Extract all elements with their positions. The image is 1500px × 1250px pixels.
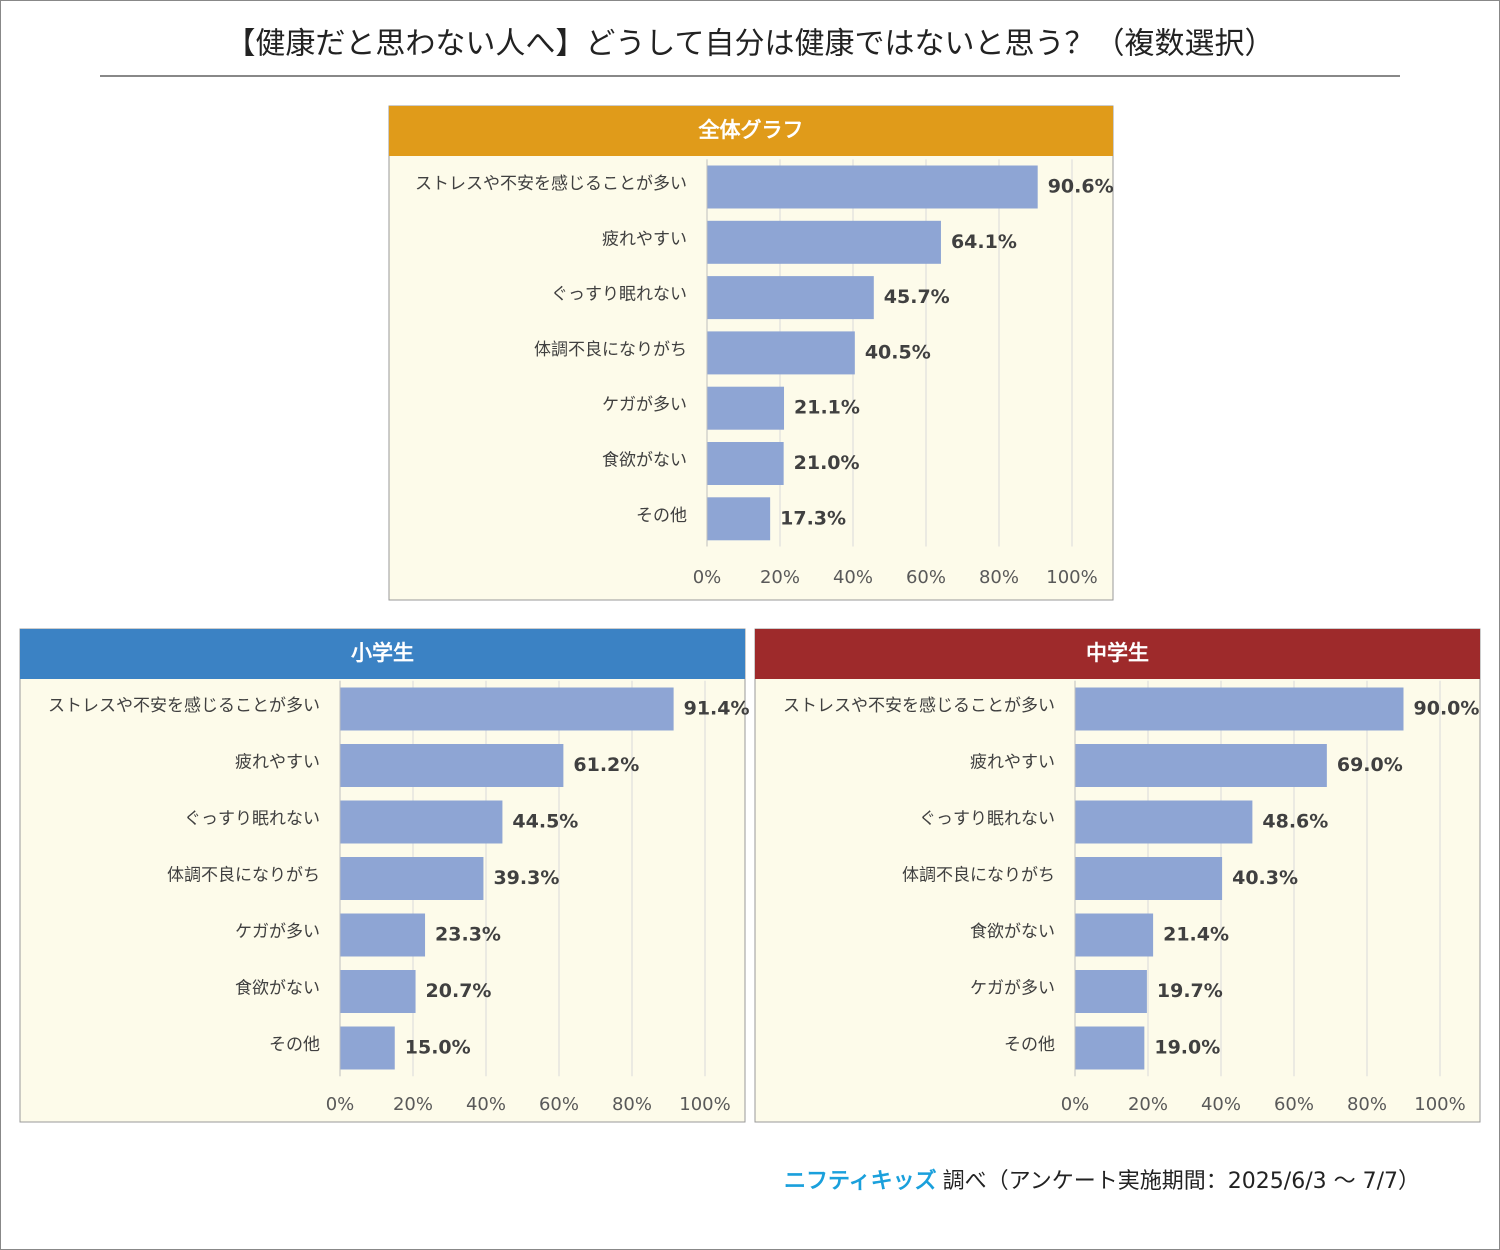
- bar: [340, 913, 426, 957]
- x-tick-label: 60%: [1274, 1094, 1314, 1115]
- chart-header: [20, 629, 745, 679]
- value-label: 45.7%: [884, 286, 950, 308]
- x-tick-label: 60%: [539, 1094, 579, 1115]
- value-label: 21.4%: [1163, 924, 1229, 946]
- category-label: ケガが多い: [235, 922, 320, 942]
- value-label: 19.7%: [1157, 980, 1223, 1002]
- category-label: その他: [636, 506, 687, 526]
- category-label: その他: [269, 1035, 320, 1055]
- category-label: 体調不良になりがち: [902, 866, 1055, 886]
- bar: [1075, 970, 1147, 1013]
- x-tick-label: 40%: [1201, 1094, 1241, 1115]
- chart-title: 中学生: [1086, 641, 1149, 665]
- category-label: 疲れやすい: [970, 753, 1055, 773]
- bar: [707, 220, 941, 264]
- x-tick-label: 100%: [1046, 567, 1097, 588]
- bar: [340, 687, 674, 731]
- x-tick-label: 20%: [393, 1094, 433, 1115]
- category-label: ケガが多い: [602, 395, 687, 415]
- chart-header: [389, 106, 1113, 156]
- category-label: ストレスや不安を感じることが多い: [783, 696, 1055, 716]
- bar: [1075, 1026, 1145, 1070]
- x-tick-label: 80%: [612, 1094, 652, 1115]
- bar: [340, 970, 416, 1013]
- bar: [707, 165, 1038, 209]
- value-label: 90.0%: [1414, 698, 1480, 720]
- x-tick-label: 100%: [679, 1094, 730, 1115]
- category-label: その他: [1004, 1035, 1055, 1055]
- category-label: 疲れやすい: [602, 229, 687, 249]
- source-text: 調べ（アンケート実施期間：2025/6/3 ～ 7/7）: [943, 1169, 1420, 1194]
- chart-title: 小学生: [351, 641, 414, 665]
- value-label: 61.2%: [573, 754, 639, 776]
- value-label: 44.5%: [512, 811, 578, 833]
- x-tick-label: 0%: [1061, 1094, 1090, 1115]
- bar: [340, 744, 564, 787]
- page-title: 【健康だと思わない人へ】どうして自分は健康ではないと思う？（複数選択）: [225, 27, 1274, 62]
- category-label: 食欲がない: [602, 451, 687, 471]
- category-label: ぐっすり眠れない: [919, 809, 1055, 829]
- category-label: 体調不良になりがち: [167, 866, 320, 886]
- category-label: ストレスや不安を感じることが多い: [48, 696, 320, 716]
- value-label: 39.3%: [493, 867, 559, 889]
- chart-title: 全体グラフ: [698, 118, 804, 142]
- value-label: 21.1%: [794, 397, 860, 419]
- value-label: 23.3%: [435, 924, 501, 946]
- x-tick-label: 0%: [326, 1094, 355, 1115]
- value-label: 40.3%: [1232, 867, 1298, 889]
- x-tick-label: 40%: [833, 567, 873, 588]
- x-tick-label: 100%: [1414, 1094, 1465, 1115]
- value-label: 64.1%: [951, 231, 1017, 253]
- bar: [1075, 744, 1327, 787]
- category-label: 食欲がない: [970, 922, 1055, 942]
- bar: [707, 497, 771, 541]
- x-tick-label: 80%: [1347, 1094, 1387, 1115]
- category-label: ぐっすり眠れない: [551, 285, 687, 305]
- bar: [707, 276, 874, 320]
- source-note: ニフティキッズ 調べ（アンケート実施期間：2025/6/3 ～ 7/7）: [784, 1168, 1420, 1194]
- bar: [340, 1026, 395, 1070]
- bar: [1075, 687, 1404, 731]
- value-label: 40.5%: [865, 341, 931, 363]
- x-tick-label: 0%: [693, 567, 722, 588]
- category-label: 体調不良になりがち: [534, 340, 687, 360]
- bar: [707, 386, 785, 430]
- value-label: 21.0%: [794, 452, 860, 474]
- chart-header: [755, 629, 1480, 679]
- category-label: ぐっすり眠れない: [184, 809, 320, 829]
- bar: [707, 442, 784, 485]
- x-tick-label: 60%: [906, 567, 946, 588]
- value-label: 17.3%: [780, 507, 846, 529]
- x-tick-label: 40%: [466, 1094, 506, 1115]
- category-label: ケガが多い: [970, 979, 1055, 999]
- source-logo: ニフティキッズ: [784, 1168, 937, 1194]
- x-tick-label: 80%: [979, 567, 1019, 588]
- category-label: ストレスや不安を感じることが多い: [415, 174, 687, 194]
- category-label: 疲れやすい: [235, 753, 320, 773]
- bar: [1075, 800, 1253, 844]
- x-tick-label: 20%: [1128, 1094, 1168, 1115]
- value-label: 48.6%: [1262, 811, 1328, 833]
- x-tick-label: 20%: [760, 567, 800, 588]
- value-label: 15.0%: [405, 1037, 471, 1059]
- value-label: 90.6%: [1048, 176, 1114, 198]
- value-label: 91.4%: [684, 698, 750, 720]
- bar: [707, 331, 855, 375]
- bar: [340, 800, 503, 844]
- value-label: 69.0%: [1337, 754, 1403, 776]
- bar: [1075, 857, 1223, 900]
- category-label: 食欲がない: [235, 979, 320, 999]
- value-label: 19.0%: [1154, 1037, 1220, 1059]
- bar: [340, 857, 484, 900]
- bar: [1075, 913, 1154, 957]
- value-label: 20.7%: [426, 980, 492, 1002]
